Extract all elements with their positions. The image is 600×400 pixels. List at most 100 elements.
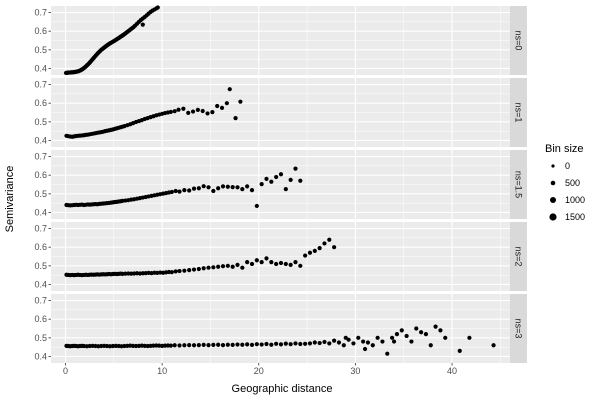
y-tick-label: 0.5 [34,45,47,55]
data-point [298,341,303,347]
data-point [201,184,206,189]
y-axis-title: Semivariance [4,166,16,233]
facet-strip [510,6,527,75]
data-point [220,342,226,348]
data-point [343,335,348,340]
data-point [254,258,259,263]
data-point [169,189,174,195]
data-point [283,261,288,267]
data-point [332,245,337,250]
data-point [211,342,216,348]
data-point [227,87,232,92]
facet-strip-label: ns=1 [514,103,524,123]
data-point [191,267,197,272]
data-point [259,182,264,187]
y-tick-label: 0.6 [34,314,47,324]
data-point [327,341,332,346]
facet-strip-label: ns=0 [514,31,524,51]
data-point [385,351,390,356]
data-point [235,185,240,190]
y-tick-label: 0.4 [34,63,47,73]
data-point [254,203,259,209]
legend-key [550,180,556,186]
data-point [205,111,210,116]
data-point [312,248,317,254]
data-point [327,237,332,242]
data-point [196,266,201,272]
data-point [235,262,240,267]
data-point [187,188,192,193]
data-point [365,340,371,345]
data-point [293,259,298,265]
data-point [438,328,443,333]
y-tick-label: 0.6 [34,26,47,36]
data-point [409,339,414,344]
data-point [322,241,327,246]
data-point [278,172,284,177]
legend-label: 0 [565,161,570,171]
data-point [336,340,342,345]
y-tick-label: 0.7 [34,80,47,90]
y-tick-label: 0.7 [34,296,47,306]
facet-panels: 0.40.50.60.7ns=00.40.50.60.7ns=10.40.50.… [34,5,527,363]
data-point [240,342,245,347]
data-point [303,341,308,346]
data-point [172,343,177,348]
legend-label: 500 [565,178,580,188]
data-point [200,108,205,114]
legend-key [549,213,557,221]
data-point [423,331,429,337]
data-point [322,339,327,345]
data-point [235,342,240,347]
data-point [303,253,308,258]
data-point [443,335,448,340]
data-point [172,109,177,114]
data-point [206,265,211,270]
data-point [269,342,274,347]
data-point [245,184,250,189]
data-point [168,343,173,348]
data-point [187,268,192,273]
data-point [293,341,298,346]
data-point [249,342,255,348]
data-point [317,340,322,346]
data-point [274,261,279,267]
data-point [351,341,356,346]
facet-strip [510,150,527,219]
y-tick-label: 0.6 [34,170,47,180]
data-point [249,261,255,267]
data-point [206,185,211,190]
facet-strip [510,78,527,147]
facet-panel: 0.4 0.5 0.6 0.7 ns=0 [34,5,527,76]
facet-panel: 0.4 0.5 0.6 0.7 ns=2 [34,222,527,291]
data-point [283,187,288,192]
data-point [264,176,269,182]
data-point [201,342,206,348]
data-point [307,341,313,346]
data-point [216,186,221,191]
legend-label: 1000 [565,195,585,205]
facet-strip [510,294,527,363]
data-point [312,340,317,345]
data-point [317,246,322,251]
data-point [245,342,250,347]
data-point [238,99,243,104]
data-point [278,260,284,266]
facet-panel: 0.4 0.5 0.6 0.7 ns=1 [34,78,527,147]
data-point [361,339,366,344]
x-tick-label: 0 [63,366,68,376]
data-point [259,259,264,265]
data-point [195,107,200,112]
y-tick-label: 0.6 [34,98,47,108]
facet-strip-label: ns=2 [514,247,524,267]
data-point [181,106,186,111]
data-point [190,109,196,114]
data-point [191,186,197,191]
x-tick-label: 40 [447,366,457,376]
facet-panel: 0.4 0.5 0.6 0.7 ns=1.5 [34,150,527,219]
data-point [491,343,496,348]
data-point [182,343,187,348]
data-point [233,115,238,121]
y-tick-label: 0.5 [34,117,47,127]
legend-label: 1500 [565,212,585,222]
